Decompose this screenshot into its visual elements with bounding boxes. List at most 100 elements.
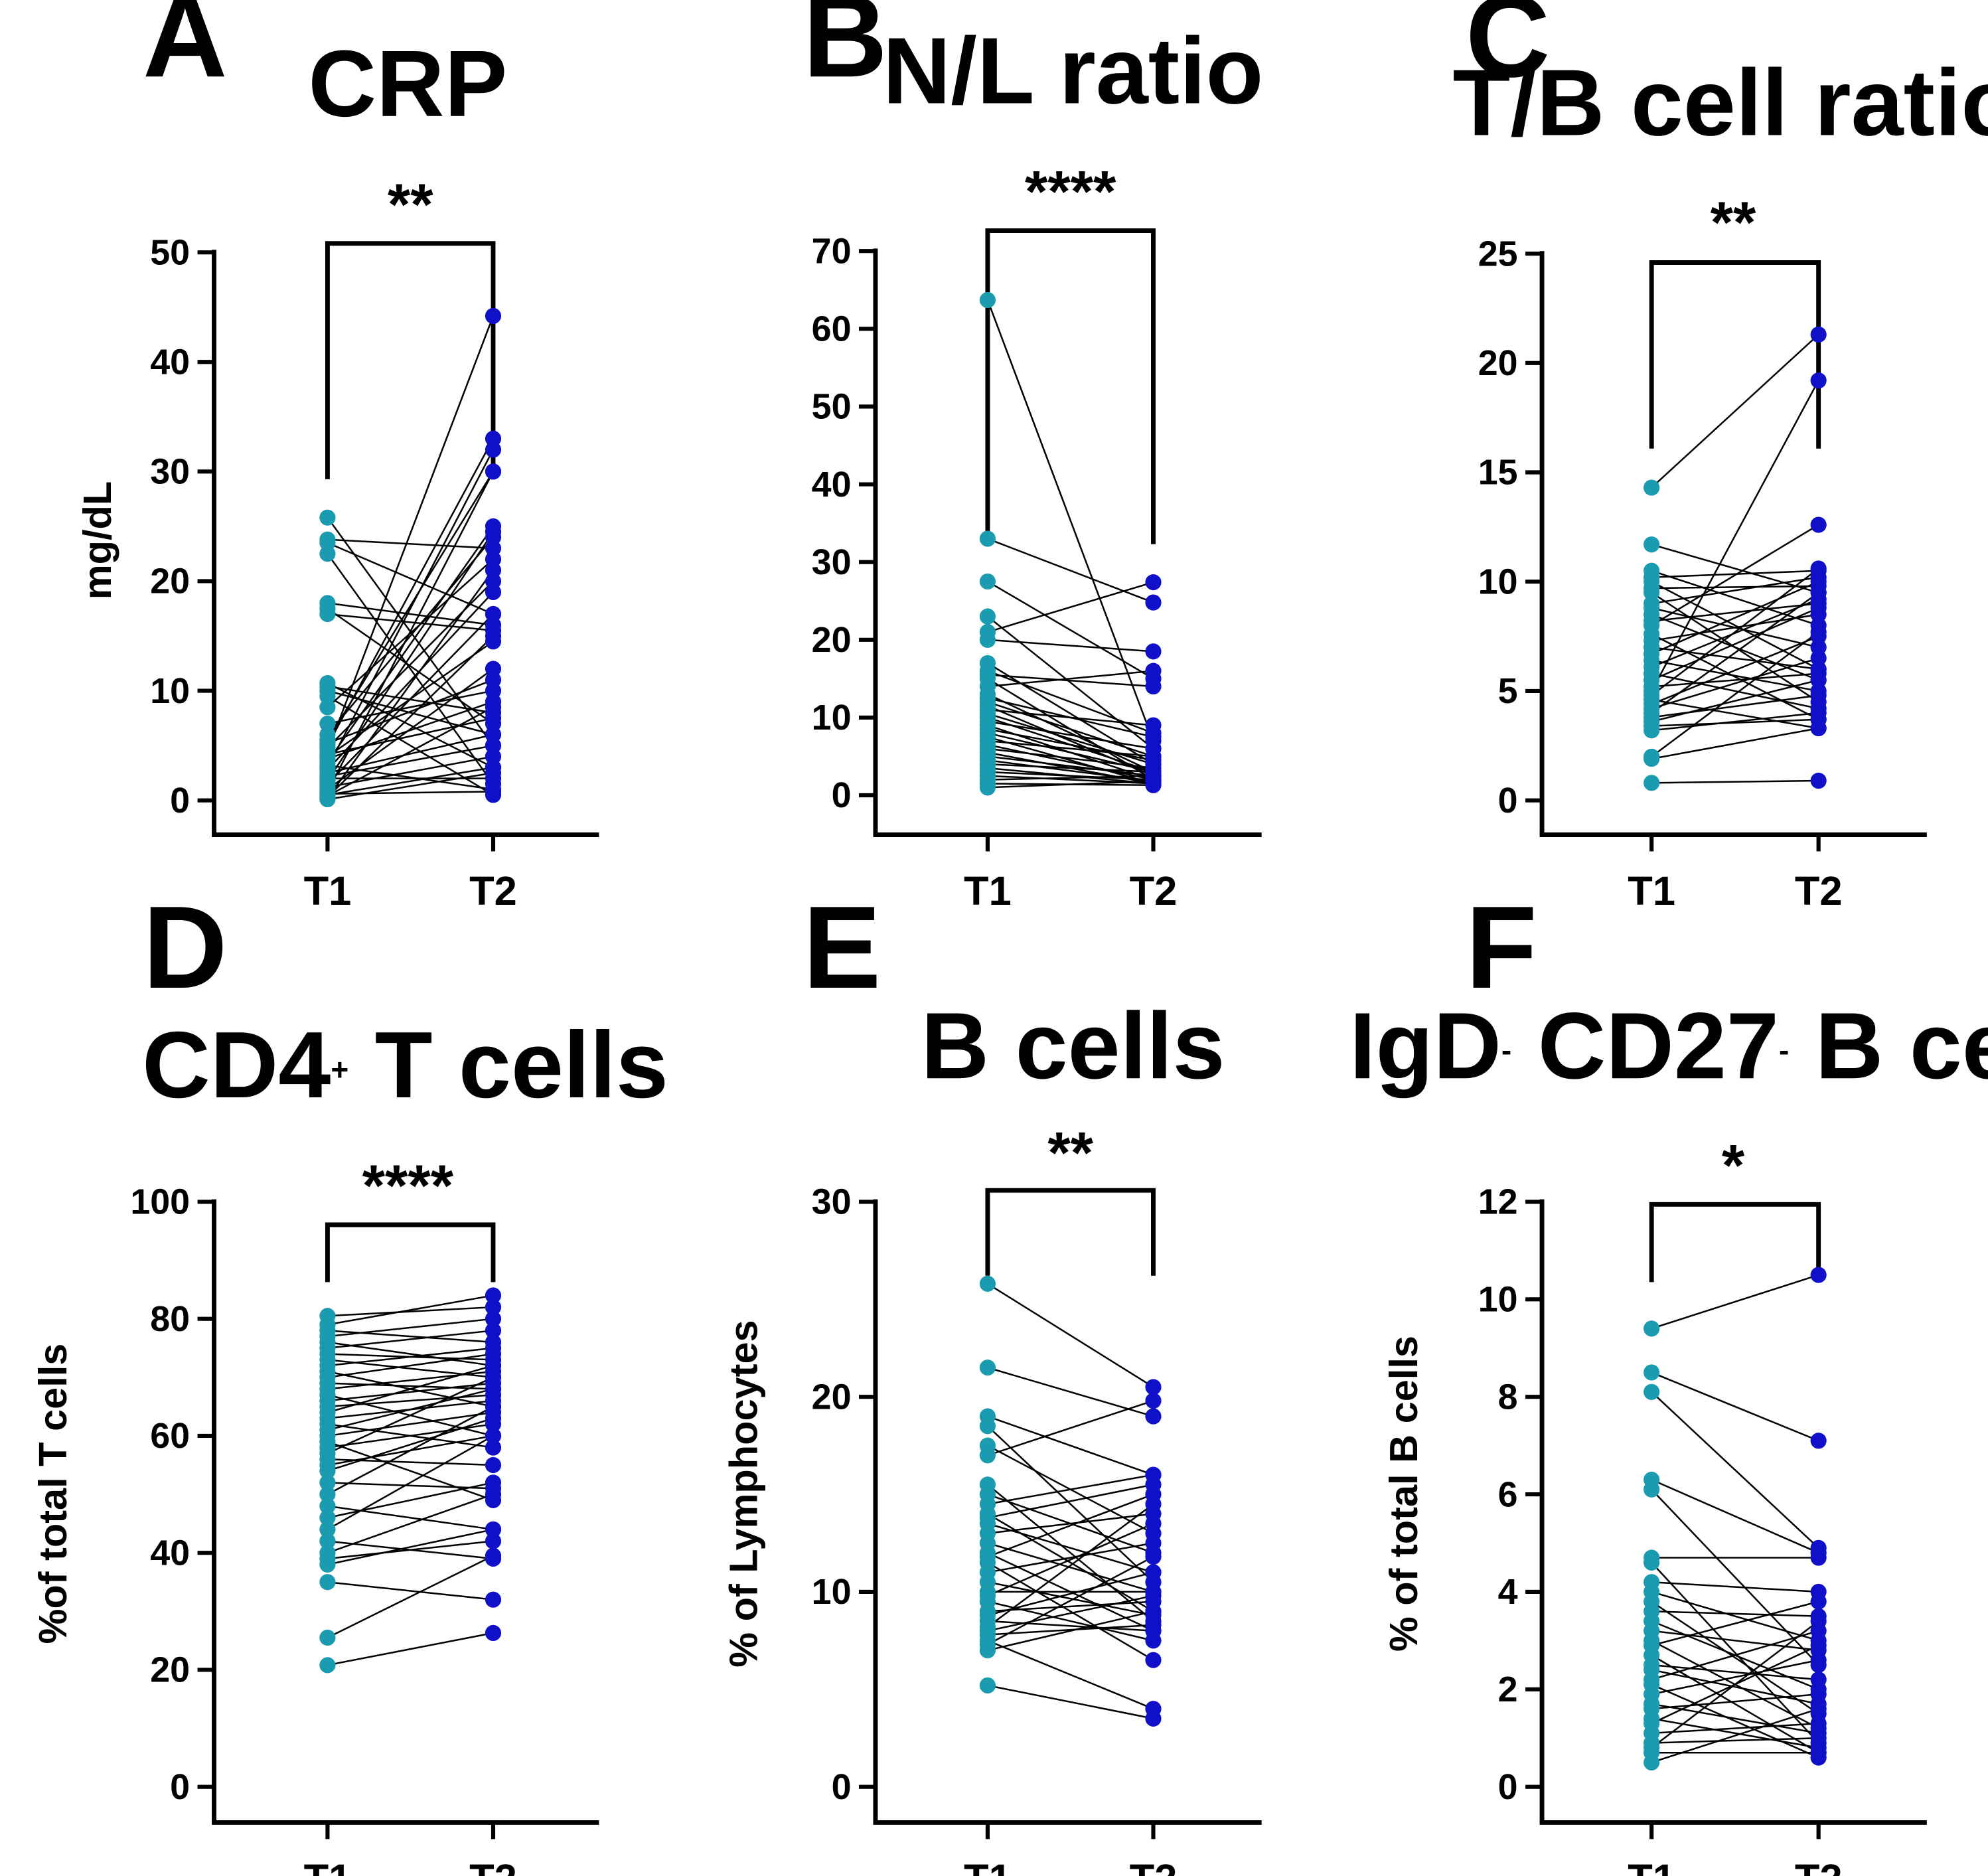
pair-line	[327, 682, 494, 769]
point-t2	[485, 1398, 502, 1415]
pair-line	[987, 1513, 1154, 1535]
point-t2	[485, 584, 502, 601]
y-tick-label: 8	[1498, 1377, 1518, 1417]
pair-line	[987, 740, 1154, 757]
y-tick-label: 10	[812, 698, 852, 738]
point-t1	[979, 1360, 996, 1376]
pair-line	[1651, 718, 1819, 727]
significance-bracket	[985, 1188, 1156, 1276]
pair-line	[987, 728, 1154, 761]
pair-line	[327, 526, 495, 763]
pair-line	[1651, 727, 1819, 760]
pair-line	[327, 1482, 494, 1490]
panel-letter: D	[143, 882, 228, 1013]
point-t2	[1145, 1496, 1162, 1512]
pair-line	[987, 755, 1154, 777]
point-t2	[485, 605, 502, 623]
pair-line	[327, 1482, 494, 1519]
pair-line	[1651, 1659, 1819, 1695]
pair-line	[1651, 1717, 1819, 1749]
y-tick-label: 20	[812, 1377, 852, 1417]
panel-a: A CRP 0 10 20 30 40 50 T1 T2 mg/dL **	[75, 0, 599, 914]
point-t2	[1145, 594, 1162, 611]
pair-line	[327, 438, 495, 746]
panel-title: N/L ratio	[883, 19, 1264, 124]
point-t2	[1145, 1408, 1162, 1425]
pair-line	[987, 1555, 1154, 1646]
y-axis-label: % of total B cells	[1381, 1336, 1426, 1652]
point-t2	[485, 1486, 502, 1503]
pair-line	[1651, 524, 1819, 627]
y-axis: 0 2 4 6 8 10 12	[1478, 1182, 1545, 1823]
pair-line	[1651, 698, 1819, 730]
y-tick-label: 50	[812, 387, 852, 427]
pair-line	[327, 1405, 494, 1496]
pair-lines	[986, 299, 1154, 789]
pair-line	[987, 1425, 1154, 1583]
pair-line	[987, 720, 1154, 749]
pair-line	[327, 449, 495, 768]
pair-line	[327, 315, 495, 751]
point-t2	[485, 1533, 502, 1549]
pair-line	[327, 1318, 494, 1338]
pair-line	[1651, 633, 1819, 720]
pair-line	[987, 708, 1154, 726]
point-t1	[979, 1275, 996, 1292]
y-tick-label: 5	[1498, 671, 1518, 711]
pair-lines	[987, 1283, 1154, 1720]
pair-line	[327, 1528, 494, 1566]
significance-bracket	[325, 241, 496, 479]
panel-letter: A	[143, 0, 228, 102]
points	[319, 307, 502, 808]
y-tick-label: 40	[150, 1533, 190, 1573]
point-t1	[1644, 1481, 1660, 1498]
point-t1	[319, 1657, 336, 1674]
pair-lines	[1651, 1274, 1819, 1764]
pair-line	[987, 763, 1154, 773]
point-t2	[1810, 516, 1827, 533]
significance-label: **	[1047, 1119, 1093, 1185]
points	[1644, 326, 1827, 791]
pair-line	[327, 1555, 494, 1639]
point-t2	[485, 783, 502, 800]
pair-line	[327, 706, 494, 797]
pair-line	[327, 1505, 494, 1531]
y-tick-label: 0	[832, 1767, 852, 1807]
pair-line	[327, 1353, 494, 1379]
pair-line	[987, 1581, 1154, 1616]
pair-line	[327, 1493, 494, 1554]
pair-line	[987, 1610, 1154, 1652]
y-tick-label: 25	[1478, 234, 1518, 274]
point-t2	[485, 1310, 502, 1327]
point-t1	[319, 1498, 336, 1514]
point-t2	[485, 661, 502, 677]
panel-title: IgD- CD27- B cells	[1349, 993, 1988, 1099]
pair-line	[1651, 613, 1819, 681]
pair-line	[327, 538, 494, 550]
pair-line	[1651, 1707, 1819, 1764]
pair-line	[987, 1522, 1154, 1597]
panel-title: B cells	[921, 993, 1225, 1099]
pair-line	[1651, 694, 1819, 718]
pair-line	[327, 1581, 494, 1601]
pair-line	[1651, 1737, 1819, 1744]
pair-line	[327, 1417, 494, 1472]
point-t1	[1644, 1554, 1660, 1571]
point-t1	[1644, 722, 1660, 739]
pair-line	[1651, 657, 1819, 710]
point-t2	[485, 1381, 502, 1397]
pair-line	[1651, 380, 1819, 692]
point-t2	[1145, 1587, 1162, 1604]
pair-line	[987, 639, 1154, 653]
pair-line	[1651, 1391, 1819, 1549]
pair-line	[1651, 568, 1819, 696]
pair-line	[1651, 712, 1819, 732]
pair-line	[327, 635, 494, 798]
point-t1	[319, 791, 336, 808]
pair-line	[1651, 1693, 1819, 1710]
x-tick-label-t1: T1	[304, 868, 352, 914]
pair-line	[987, 1493, 1154, 1558]
point-t1	[1644, 1320, 1660, 1337]
pair-line	[1651, 544, 1819, 593]
